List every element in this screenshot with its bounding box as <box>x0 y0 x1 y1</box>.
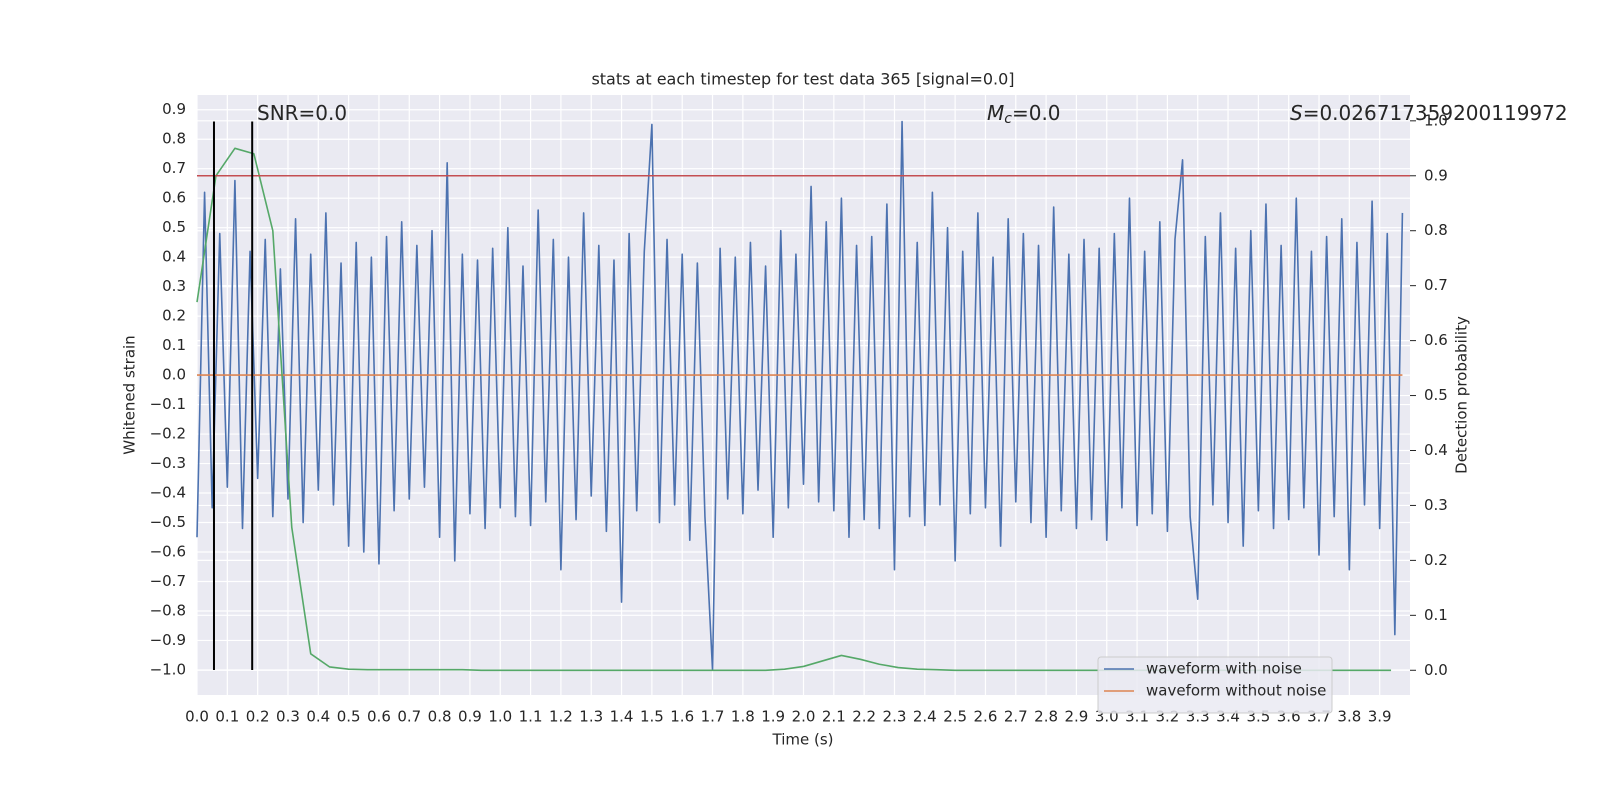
series-line <box>196 120 1404 671</box>
x-tick-label: 1.8 <box>731 708 755 726</box>
y-tick-label: −0.5 <box>150 513 186 531</box>
y-tick-label: −0.4 <box>150 484 186 502</box>
y2-tick-label: 0.7 <box>1424 276 1448 294</box>
y-tick-label: 0.8 <box>162 130 186 148</box>
x-tick-label: 2.5 <box>943 708 967 726</box>
y-tick-label: 0.5 <box>162 218 186 236</box>
x-tick-label: 0.4 <box>306 708 330 726</box>
legend: waveform with noise waveform without nois… <box>1097 656 1333 714</box>
chart-title: stats at each timestep for test data 365… <box>591 70 1014 89</box>
annotation-text: =0.026717359200119972 <box>1303 101 1568 125</box>
x-tick-label: 0.3 <box>276 708 300 726</box>
x-tick-label: 0.2 <box>246 708 270 726</box>
x-tick-label: 2.9 <box>1064 708 1088 726</box>
x-tick-label: 2.1 <box>822 708 846 726</box>
x-axis-label: Time (s) <box>772 731 834 749</box>
y-tick-label: −0.1 <box>150 395 186 413</box>
x-tick-label: 2.4 <box>913 708 937 726</box>
annotation-symbol: S <box>1290 101 1303 125</box>
y2-tick-label: 0.2 <box>1424 551 1448 569</box>
x-tick-label: 2.7 <box>1004 708 1028 726</box>
y2-tick-label: 0.6 <box>1424 331 1448 349</box>
y2-axis-label: Detection probability <box>1453 316 1471 474</box>
x-tick-label: 0.9 <box>458 708 482 726</box>
x-tick-label: 2.3 <box>883 708 907 726</box>
y-tick-label: 0.4 <box>162 248 186 266</box>
y-tick-label: 0.2 <box>162 307 186 325</box>
y-tick-label: −1.0 <box>150 660 186 678</box>
x-tick-label: 2.0 <box>792 708 816 726</box>
x-tick-label: 0.5 <box>337 708 361 726</box>
y2-tick-label: 0.4 <box>1424 441 1448 459</box>
x-tick-label: 2.2 <box>852 708 876 726</box>
x-tick-label: 0.7 <box>397 708 421 726</box>
legend-label: waveform without noise <box>1146 682 1326 700</box>
x-tick-label: 1.7 <box>701 708 725 726</box>
legend-box <box>1097 656 1333 714</box>
x-tick-label: 1.9 <box>761 708 785 726</box>
x-tick-label: 1.1 <box>519 708 543 726</box>
x-tick-label: 1.3 <box>579 708 603 726</box>
y-tick-label: −0.6 <box>150 543 186 561</box>
y-tick-label: 0.9 <box>162 100 186 118</box>
y2-tick-label: 0.3 <box>1424 496 1448 514</box>
x-tick-label: 0.1 <box>215 708 239 726</box>
annotation-subscript: c <box>1004 111 1012 127</box>
y-tick-label: −0.3 <box>150 454 186 472</box>
y-tick-label: 0.7 <box>162 159 186 177</box>
y-tick-label: 0.0 <box>162 366 186 384</box>
y-axis-label: Whitened strain <box>121 335 139 454</box>
y2-tick-label: 0.9 <box>1424 166 1448 184</box>
x-tick-label: 0.0 <box>185 708 209 726</box>
y2-tick-label: 0.5 <box>1424 386 1448 404</box>
x-tick-label: 1.5 <box>640 708 664 726</box>
x-tick-label: 1.2 <box>549 708 573 726</box>
annotation: Mc=0.0 <box>987 101 1061 128</box>
x-tick-label: 1.4 <box>610 708 634 726</box>
grid <box>196 95 1410 695</box>
annotation-text: =0.0 <box>1012 101 1061 125</box>
y2-tick-label: 1.0 <box>1424 111 1448 129</box>
x-tick-label: 3.8 <box>1337 708 1361 726</box>
annotation-symbol: M <box>987 101 1004 125</box>
y-tick-label: −0.2 <box>150 425 186 443</box>
annotation: SNR=0.0 <box>257 101 347 125</box>
x-tick-label: 1.0 <box>488 708 512 726</box>
legend-label: waveform with noise <box>1146 660 1302 678</box>
y-tick-label: 0.3 <box>162 277 186 295</box>
x-tick-label: 0.8 <box>428 708 452 726</box>
annotation: S=0.026717359200119972 <box>1290 101 1568 125</box>
x-tick-label: 0.6 <box>367 708 391 726</box>
y2-tick-label: 0.0 <box>1424 661 1448 679</box>
x-tick-label: 1.6 <box>670 708 694 726</box>
x-tick-label: 3.9 <box>1368 708 1392 726</box>
y2-tick-label: 0.8 <box>1424 221 1448 239</box>
y-tick-label: 0.1 <box>162 336 186 354</box>
y-tick-label: 0.6 <box>162 189 186 207</box>
annotation-text: SNR=0.0 <box>257 101 347 125</box>
x-tick-label: 2.8 <box>1034 708 1058 726</box>
y2-tick-label: 0.1 <box>1424 606 1448 624</box>
x-tick-label: 2.6 <box>974 708 998 726</box>
y-tick-label: −0.7 <box>150 572 186 590</box>
y-tick-label: −0.8 <box>150 601 186 619</box>
y-tick-label: −0.9 <box>150 631 186 649</box>
